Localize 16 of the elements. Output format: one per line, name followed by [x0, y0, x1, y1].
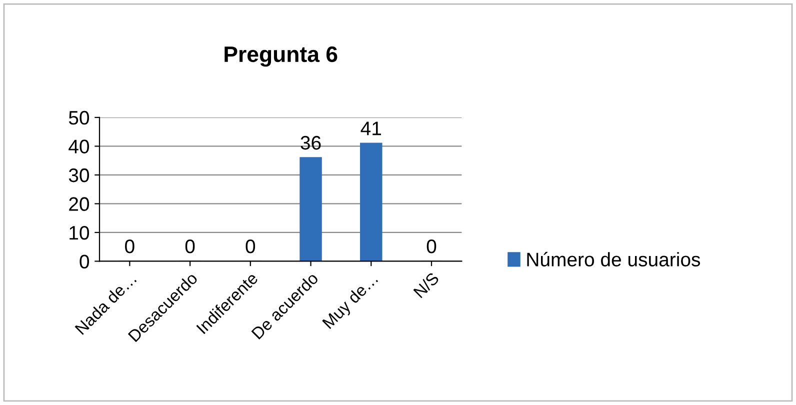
y-tick-label: 40 — [68, 140, 90, 154]
chart-title: Pregunta 6 — [224, 46, 338, 67]
y-tick-label: 30 — [68, 168, 90, 182]
x-tick-label: N/S — [412, 271, 440, 298]
data-label: 0 — [246, 239, 256, 254]
y-tick-label: 0 — [80, 254, 90, 268]
y-tick-label: 20 — [69, 197, 90, 211]
y-tick-label: 50 — [68, 110, 90, 125]
data-label: 0 — [185, 239, 195, 254]
legend-label: Número de usuarios — [527, 252, 700, 266]
data-label: 0 — [125, 239, 134, 254]
data-label: 36 — [300, 136, 321, 150]
x-tick-label: Muy de… — [322, 272, 381, 332]
data-label: 0 — [426, 239, 436, 254]
data-label: 41 — [360, 122, 381, 136]
y-tick-label: 10 — [70, 226, 90, 240]
